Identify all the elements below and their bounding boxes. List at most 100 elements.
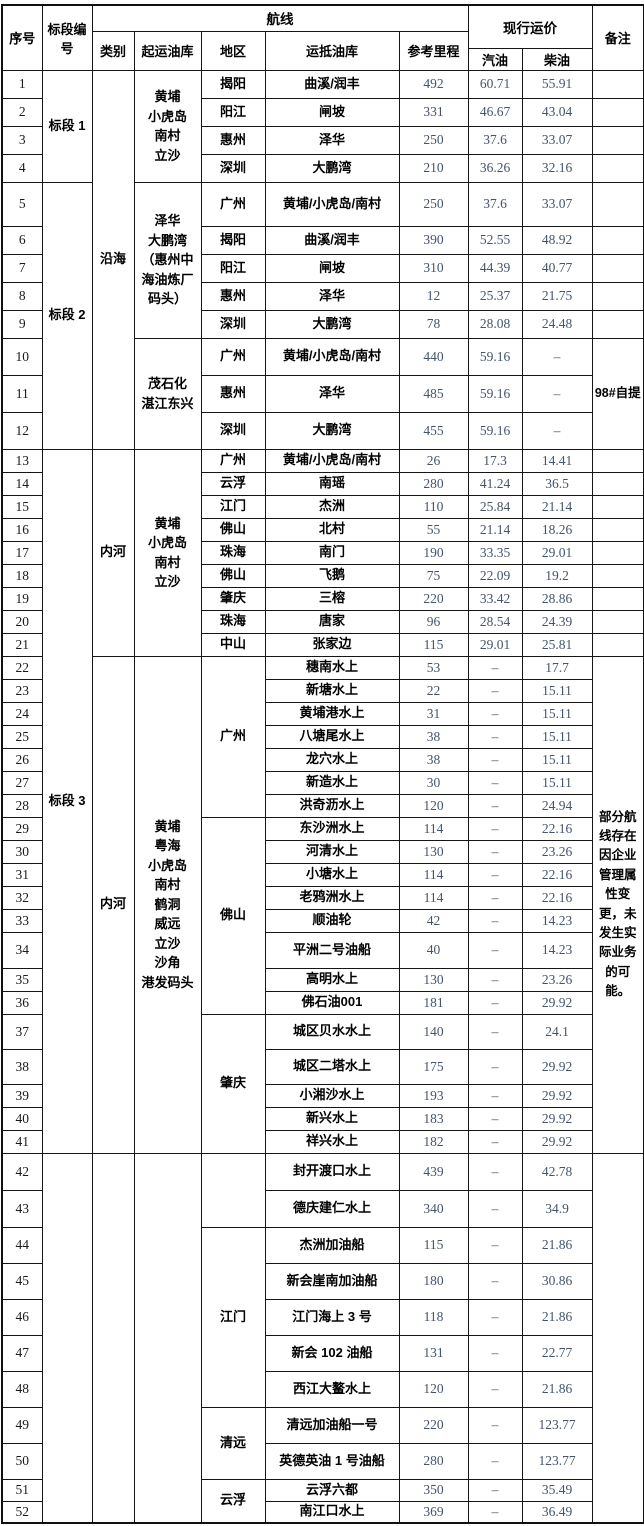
cell-serial: 10 <box>1 337 43 376</box>
cell-serial: 16 <box>1 517 43 542</box>
cell-destination: 北村 <box>264 517 400 542</box>
cell-mileage: 492 <box>398 69 469 99</box>
cell-destination: 大鹏湾 <box>264 309 400 339</box>
cell-gasoline-price: 25.84 <box>467 494 523 519</box>
cell-serial: 47 <box>1 1334 43 1372</box>
cell-diesel-price: 33.07 <box>521 181 593 227</box>
cell-destination: 云浮六都 <box>264 1478 400 1502</box>
cell-serial: 3 <box>1 125 43 155</box>
cell-region: 惠州 <box>200 374 266 413</box>
cell-destination: 江门海上 3 号 <box>264 1298 400 1336</box>
cell-gasoline-price: – <box>467 839 523 864</box>
table-row: 3 惠州 泽华 250 37.6 33.07 <box>1 125 644 155</box>
cell-destination: 新会 102 油船 <box>264 1334 400 1372</box>
cell-region: 云浮 <box>200 1478 266 1524</box>
cell-serial: 34 <box>1 931 43 969</box>
cell-gasoline-price: 46.67 <box>467 97 523 127</box>
table-row: 35 高明水上 130–23.26 <box>1 967 644 992</box>
cell-diesel-price: 22.77 <box>521 1334 593 1372</box>
cell-diesel-price: 19.2 <box>521 563 593 588</box>
cell-destination: 东沙洲水上 <box>264 816 400 841</box>
table-row: 48 西江大鳌水上 120–21.86 <box>1 1370 644 1408</box>
cell-destination: 杰洲加油船 <box>264 1226 400 1264</box>
cell-diesel-price: 18.26 <box>521 517 593 542</box>
table-header: 序号 标段编号 航线 现行运价 备注 类别 起运油库 地区 运抵油库 参考里程 … <box>1 4 644 71</box>
cell-destination: 新兴水上 <box>264 1106 400 1131</box>
cell-diesel-price: 24.94 <box>521 793 593 818</box>
cell-gasoline-price: – <box>467 931 523 969</box>
cell-gasoline-price: – <box>467 1262 523 1300</box>
cell-serial: 48 <box>1 1370 43 1408</box>
cell-serial: 20 <box>1 609 43 634</box>
cell-destination: 八塘尾水上 <box>264 724 400 749</box>
cell-origin-depot: 泽华 大鹏湾 （惠州中海油炼厂码头） <box>133 181 202 339</box>
cell-serial: 30 <box>1 839 43 864</box>
cell-serial: 46 <box>1 1298 43 1336</box>
cell-diesel-price: 24.1 <box>521 1013 593 1050</box>
table-row: 12 深圳 大鹏湾 455 59.16– <box>1 411 644 450</box>
cell-destination: 清远加油船一号 <box>264 1406 400 1444</box>
cell-mileage: 30 <box>398 770 469 795</box>
cell-gasoline-price: – <box>467 1442 523 1480</box>
cell-destination: 城区二塔水上 <box>264 1048 400 1085</box>
cell-gasoline-price: – <box>467 1500 523 1524</box>
cell-gasoline-price: 21.14 <box>467 517 523 542</box>
cell-gasoline-price: – <box>467 793 523 818</box>
cell-destination: 新会崖南加油船 <box>264 1262 400 1300</box>
cell-region: 深圳 <box>200 411 266 450</box>
cell-diesel-price: 14.23 <box>521 908 593 933</box>
cell-destination: 新造水上 <box>264 770 400 795</box>
cell-remark <box>591 540 644 565</box>
cell-diesel-price: 32.16 <box>521 153 593 183</box>
header-row-1: 序号 标段编号 航线 现行运价 备注 <box>1 4 644 71</box>
table-row: 7 阳江 闸坡 310 44.39 40.77 <box>1 253 644 283</box>
cell-gasoline-price: 28.54 <box>467 609 523 634</box>
cell-mileage: 485 <box>398 374 469 413</box>
cell-diesel-price: 21.86 <box>521 1298 593 1336</box>
cell-origin-depot: 黄埔 小虎岛 南村 立沙 <box>133 69 202 183</box>
cell-mileage: 369 <box>398 1500 469 1524</box>
cell-category-label <box>91 1152 135 1524</box>
cell-destination: 黄埔港水上 <box>264 701 400 726</box>
cell-mileage: 440 <box>398 337 469 376</box>
cell-serial: 52 <box>1 1500 43 1524</box>
cell-mileage: 31 <box>398 701 469 726</box>
cell-remark <box>591 1152 644 1524</box>
cell-diesel-price: 22.16 <box>521 862 593 887</box>
cell-serial: 37 <box>1 1013 43 1050</box>
table-row: 47 新会 102 油船 131–22.77 <box>1 1334 644 1372</box>
cell-region: 揭阳 <box>200 225 266 255</box>
table-row: 31 小塘水上 114–22.16 <box>1 862 644 887</box>
cell-serial: 24 <box>1 701 43 726</box>
cell-gasoline-price: – <box>467 1106 523 1131</box>
cell-gasoline-price: 52.55 <box>467 225 523 255</box>
cell-serial: 2 <box>1 97 43 127</box>
cell-remark <box>591 125 644 155</box>
cell-mileage: 181 <box>398 990 469 1015</box>
cell-diesel-price: 40.77 <box>521 253 593 283</box>
cell-gasoline-price: 17.3 <box>467 448 523 473</box>
cell-gasoline-price: – <box>467 678 523 703</box>
cell-destination: 城区贝水水上 <box>264 1013 400 1050</box>
table-row: 19 肇庆 三榕 220 33.42 28.86 <box>1 586 644 611</box>
cell-gasoline-price: – <box>467 1226 523 1264</box>
cell-mileage: 131 <box>398 1334 469 1372</box>
cell-destination: 南江口水上 <box>264 1500 400 1524</box>
cell-serial: 21 <box>1 632 43 657</box>
cell-mileage: 439 <box>398 1152 469 1191</box>
cell-diesel-price: 29.92 <box>521 1083 593 1108</box>
cell-region: 佛山 <box>200 563 266 588</box>
cell-gasoline-price: 28.08 <box>467 309 523 339</box>
cell-diesel-price: 17.7 <box>521 655 593 680</box>
cell-gasoline-price: – <box>467 1334 523 1372</box>
cell-destination: 大鹏湾 <box>264 411 400 450</box>
cell-gasoline-price: 33.35 <box>467 540 523 565</box>
cell-serial: 13 <box>1 448 43 473</box>
cell-destination: 南瑶 <box>264 471 400 496</box>
cell-serial: 31 <box>1 862 43 887</box>
table-row: 21 中山 张家边 115 29.01 25.81 <box>1 632 644 657</box>
cell-diesel-price: 23.26 <box>521 839 593 864</box>
cell-mileage: 280 <box>398 471 469 496</box>
cell-destination: 老鸦洲水上 <box>264 885 400 910</box>
cell-destination: 大鹏湾 <box>264 153 400 183</box>
